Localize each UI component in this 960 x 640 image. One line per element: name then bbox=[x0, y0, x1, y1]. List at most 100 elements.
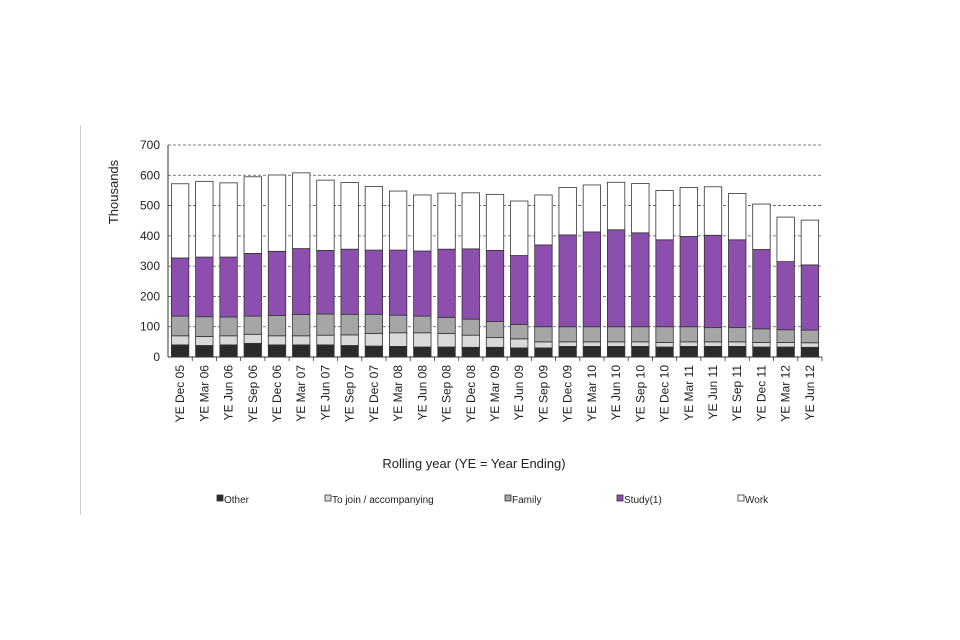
bar-segment-to-join-accompanying bbox=[437, 332, 456, 348]
legend-label: Other bbox=[224, 495, 250, 506]
x-tick-label: YE Jun 08 bbox=[415, 365, 429, 421]
bar-segment-work bbox=[510, 200, 529, 256]
bar-segment-work bbox=[364, 186, 384, 251]
bar-segment-work bbox=[800, 219, 820, 266]
bar-segment-work bbox=[170, 183, 190, 259]
bar-segment-to-join-accompanying bbox=[485, 337, 505, 348]
bar-segment-other bbox=[510, 347, 529, 358]
bar-segment-family bbox=[728, 327, 747, 343]
x-tick-label: YE Mar 06 bbox=[197, 365, 211, 422]
axis-labels: 0 100 200 300 400 500 600 700 YE Dec 05 YE Mar 06… bbox=[140, 138, 817, 422]
bar-segment-to-join-accompanying bbox=[800, 342, 820, 348]
bar-segment-family bbox=[461, 318, 480, 336]
y-tick-label: 700 bbox=[140, 138, 160, 152]
x-tick-label: YE Dec 06 bbox=[270, 365, 284, 423]
bar-segment-family bbox=[631, 326, 650, 343]
y-tick-label: 300 bbox=[140, 259, 160, 273]
bar-segment-family bbox=[679, 326, 698, 343]
x-tick-label: YE Sep 11 bbox=[730, 365, 744, 422]
bar-segment-family bbox=[195, 316, 214, 337]
bar-segment-other bbox=[461, 346, 480, 358]
bar-segment-other bbox=[655, 346, 674, 358]
bar-segment-to-join-accompanying bbox=[461, 334, 480, 348]
y-axis-title: Thousands bbox=[106, 159, 121, 224]
bar-segment-to-join-accompanying bbox=[776, 342, 795, 348]
bar-segment-study-1 bbox=[267, 250, 287, 316]
bar-segment-study-1 bbox=[534, 244, 553, 328]
bar-segment-family bbox=[170, 315, 190, 337]
bar-segment-to-join-accompanying bbox=[558, 341, 577, 347]
y-tick-label: 200 bbox=[140, 289, 160, 303]
legend-label: Family bbox=[512, 495, 541, 506]
bar-segment-family bbox=[582, 326, 602, 343]
x-tick-label: YE Sep 10 bbox=[633, 365, 647, 423]
bar-segment-other bbox=[316, 344, 335, 358]
bar-segment-other bbox=[340, 345, 359, 358]
bar-segment-family bbox=[437, 316, 456, 334]
bar-segment-to-join-accompanying bbox=[606, 341, 626, 347]
bar-segment-to-join-accompanying bbox=[510, 338, 529, 349]
bar-segment-study-1 bbox=[776, 261, 795, 331]
x-tick-label: YE Sep 09 bbox=[536, 365, 550, 423]
bar-segment-study-1 bbox=[703, 234, 723, 329]
x-tick-label: YE Dec 09 bbox=[561, 365, 575, 423]
bar-segment-work bbox=[292, 172, 311, 249]
bar-segment-study-1 bbox=[413, 250, 432, 317]
x-tick-label: YE Mar 07 bbox=[294, 365, 308, 422]
bar-segment-study-1 bbox=[461, 248, 480, 320]
bar-segment-to-join-accompanying bbox=[703, 341, 723, 347]
bar-segment-work bbox=[485, 193, 505, 251]
bar-segment-to-join-accompanying bbox=[534, 341, 553, 349]
x-tick-label: YE Sep 08 bbox=[440, 365, 454, 423]
bar-segment-other bbox=[364, 345, 384, 358]
bar-segment-work bbox=[316, 179, 335, 251]
x-tick-label: YE Dec 05 bbox=[173, 365, 187, 423]
bar-segment-to-join-accompanying bbox=[364, 332, 384, 347]
bar-segment-to-join-accompanying bbox=[631, 341, 650, 347]
y-tick-label: 500 bbox=[140, 199, 160, 213]
bar-segment-study-1 bbox=[292, 248, 311, 316]
bar-segment-other bbox=[243, 342, 262, 358]
x-tick-label: YE Jun 09 bbox=[512, 365, 526, 421]
x-tick-label: YE Jun 12 bbox=[803, 365, 817, 421]
y-tick-label: 600 bbox=[140, 168, 160, 182]
bar-segment-family bbox=[292, 314, 311, 337]
bar-segment-study-1 bbox=[316, 249, 335, 315]
legend: Other To join / accompanying Family Study(1… bbox=[216, 494, 769, 506]
bar-segment-family bbox=[413, 315, 432, 334]
bar-segment-study-1 bbox=[800, 264, 820, 331]
bar-segment-study-1 bbox=[655, 239, 674, 328]
y-tick-label: 0 bbox=[153, 350, 160, 364]
bar-segment-other bbox=[195, 345, 214, 358]
bar-segment-family bbox=[655, 326, 674, 343]
bar-segment-other bbox=[800, 346, 820, 358]
bar-segment-other bbox=[170, 344, 190, 358]
bar-segment-to-join-accompanying bbox=[728, 341, 747, 347]
bar-segment-work bbox=[728, 193, 747, 241]
bar-segment-work bbox=[582, 184, 602, 233]
bar-segment-other bbox=[776, 346, 795, 358]
bar-segment-study-1 bbox=[752, 249, 771, 330]
bar-segment-to-join-accompanying bbox=[340, 334, 359, 346]
bar-segment-work bbox=[388, 190, 408, 251]
bar-segment-study-1 bbox=[340, 248, 359, 315]
bar-segment-to-join-accompanying bbox=[582, 341, 602, 347]
bar-segment-family bbox=[316, 313, 335, 336]
bar-segment-family bbox=[340, 313, 359, 336]
y-tick-label: 400 bbox=[140, 229, 160, 243]
x-tick-label: YE Sep 07 bbox=[343, 365, 357, 423]
x-tick-label: YE Dec 08 bbox=[464, 365, 478, 423]
bar-segment-study-1 bbox=[219, 256, 238, 318]
bar-segment-work bbox=[243, 176, 262, 254]
bar-segment-family bbox=[510, 324, 529, 340]
bar-segment-other bbox=[631, 345, 650, 358]
bar-segment-to-join-accompanying bbox=[316, 334, 335, 346]
x-tick-label: YE Mar 08 bbox=[391, 365, 405, 422]
bar-segment-study-1 bbox=[582, 231, 602, 328]
bar-segment-family bbox=[243, 315, 262, 335]
bar-segment-work bbox=[631, 183, 650, 234]
bar-segment-study-1 bbox=[558, 234, 577, 328]
bar-segment-work bbox=[752, 203, 771, 250]
bar-segment-other bbox=[485, 346, 505, 358]
bar-segment-study-1 bbox=[195, 256, 214, 318]
